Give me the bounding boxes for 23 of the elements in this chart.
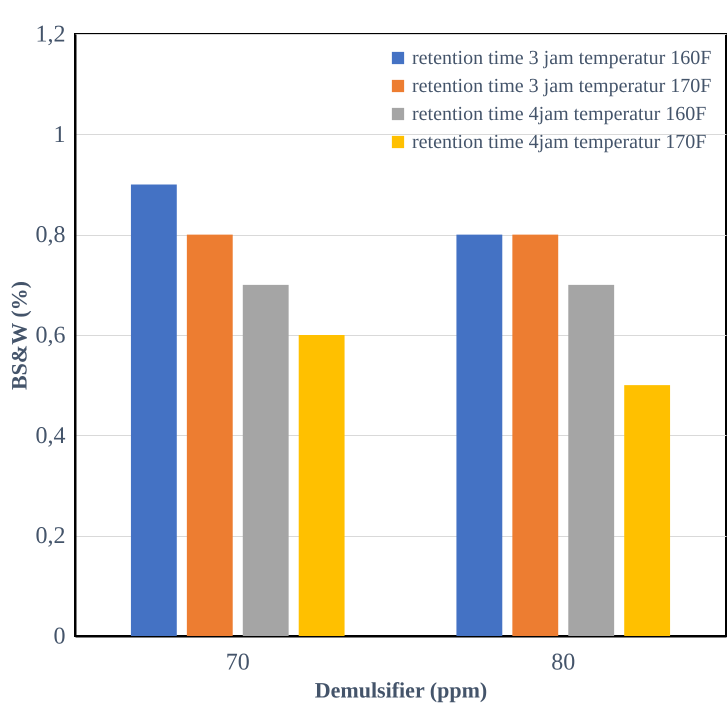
y-tick-label: 1,2 bbox=[36, 22, 66, 48]
y-tick-label: 1 bbox=[54, 122, 66, 148]
y-tick-label: 0,2 bbox=[36, 523, 66, 550]
legend-label: retention time 3 jam temperatur 160F bbox=[412, 47, 712, 69]
bar bbox=[186, 234, 233, 636]
y-tick-label: 0,8 bbox=[36, 222, 66, 248]
x-axis-title: Demulsifier (ppm) bbox=[314, 678, 488, 702]
bar bbox=[130, 184, 177, 636]
bar bbox=[242, 284, 289, 636]
y-tick-label: 0,6 bbox=[36, 322, 66, 348]
bar bbox=[568, 284, 614, 636]
bar bbox=[456, 234, 502, 636]
legend-label: retention time 4jam temperatur 160F bbox=[412, 103, 706, 125]
y-tick-label: 0,4 bbox=[36, 422, 66, 449]
y-tick-label: 0 bbox=[54, 624, 66, 650]
x-tick-label: 80 bbox=[551, 650, 576, 676]
bar bbox=[624, 385, 670, 636]
legend-label: retention time 3 jam temperatur 170F bbox=[412, 75, 712, 97]
legend-label: retention time 4jam temperatur 170F bbox=[412, 131, 706, 153]
y-axis-title: BS&W (%) bbox=[6, 281, 32, 390]
bar bbox=[512, 234, 558, 636]
bar bbox=[298, 335, 345, 636]
x-tick-label: 70 bbox=[226, 650, 250, 676]
